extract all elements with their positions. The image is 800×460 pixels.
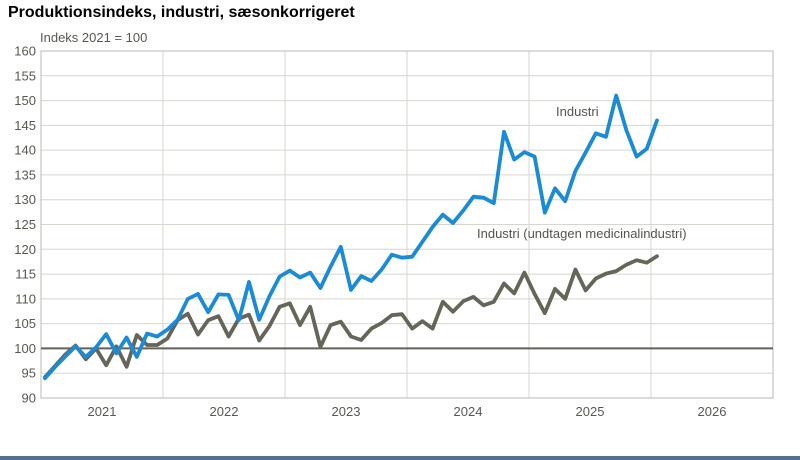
x-axis-year-label: 2024 (454, 404, 483, 419)
footer-accent-bar (0, 456, 800, 460)
y-axis-tick-label: 95 (22, 366, 36, 381)
y-axis-tick-label: 155 (14, 68, 36, 83)
y-axis-tick-label: 125 (14, 217, 36, 232)
y-axis-tick-label: 140 (14, 143, 36, 158)
y-axis-tick-label: 90 (22, 391, 36, 406)
y-axis-tick-label: 100 (14, 341, 36, 356)
y-axis-tick-label: 135 (14, 167, 36, 182)
plot-frame (40, 50, 774, 399)
y-axis-tick-label: 105 (14, 316, 36, 331)
x-axis-year-label: 2023 (332, 404, 361, 419)
x-axis-year-label: 2026 (698, 404, 727, 419)
y-axis-tick-label: 115 (15, 267, 36, 282)
x-axis-year-label: 2022 (210, 404, 239, 419)
x-axis-year-label: 2025 (576, 404, 605, 419)
page-title: Produktionsindeks, industri, sæsonkorrig… (8, 4, 355, 21)
production-index-chart: 90 95 100 105 110 115 120 125 130 135 140 145 150 155… (14, 44, 774, 419)
series-label-industri: Industri (556, 104, 599, 119)
y-axis-tick-label: 145 (14, 118, 36, 133)
y-axis-tick-label: 120 (14, 242, 36, 257)
series-label-industri-ex-medicinal: Industri (undtagen medicinalindustri) (477, 226, 687, 241)
series-line-industri-ex-medicinal (43, 254, 659, 380)
y-axis-tick-label: 160 (14, 44, 36, 59)
y-axis-tick-label: 150 (14, 93, 36, 108)
index-base-note: Indeks 2021 = 100 (40, 30, 148, 45)
series-line-industri (43, 93, 659, 381)
y-axis-tick-label: 110 (15, 291, 36, 306)
y-axis-tick-label: 130 (14, 192, 36, 207)
x-axis-year-label: 2021 (88, 404, 117, 419)
